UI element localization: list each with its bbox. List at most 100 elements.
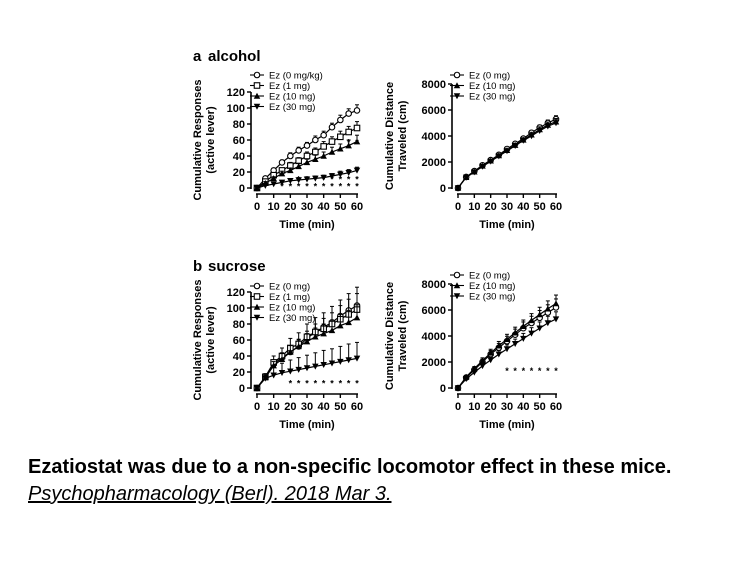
significance-mark: * bbox=[530, 366, 534, 376]
data-point bbox=[345, 319, 352, 326]
data-point bbox=[337, 171, 344, 178]
y-tick-label: 2000 bbox=[422, 157, 446, 169]
series-0 bbox=[253, 104, 361, 192]
data-point bbox=[337, 133, 344, 141]
y-tick-label: 100 bbox=[227, 103, 245, 115]
series-line bbox=[457, 122, 557, 189]
x-tick-label: 10 bbox=[268, 201, 280, 213]
legend-entry: Ez (30 mg) bbox=[250, 102, 315, 113]
panel-title-a: alcohol bbox=[208, 48, 261, 65]
data-point bbox=[328, 123, 336, 131]
legend-marker bbox=[253, 71, 261, 79]
data-point bbox=[337, 116, 344, 124]
data-point bbox=[303, 159, 311, 166]
legend-entry: Ez (10 mg) bbox=[250, 303, 315, 314]
significance-mark: * bbox=[305, 174, 309, 184]
data-point bbox=[295, 147, 302, 154]
significance-mark: * bbox=[355, 378, 359, 388]
y-tick-label: 120 bbox=[227, 87, 245, 99]
data-point bbox=[345, 128, 352, 136]
x-axis-label: Time (min) bbox=[479, 419, 535, 431]
y-axis-label-line1: Cumulative Distance bbox=[384, 82, 396, 190]
data-point bbox=[471, 369, 478, 376]
series-2 bbox=[454, 311, 560, 392]
data-point bbox=[487, 357, 494, 364]
legend-entry: Ez (10 mg) bbox=[450, 81, 515, 92]
data-point bbox=[479, 363, 486, 370]
legend-entry: Ez (0 mg) bbox=[450, 271, 510, 282]
data-point bbox=[270, 181, 277, 188]
data-point bbox=[487, 349, 494, 356]
data-point bbox=[303, 176, 311, 183]
legend-label: Ez (30 mg) bbox=[469, 92, 515, 103]
data-point bbox=[295, 343, 302, 350]
data-point bbox=[278, 179, 286, 186]
y-axis-label-line2: (active lever) bbox=[205, 106, 217, 174]
x-tick-label: 30 bbox=[501, 201, 513, 213]
data-point bbox=[303, 338, 311, 345]
panel-letter-b: b bbox=[193, 258, 202, 275]
significance-mark: * bbox=[339, 378, 343, 388]
legend-label: Ez (0 mg) bbox=[469, 71, 510, 82]
data-point bbox=[287, 178, 294, 185]
data-point bbox=[337, 358, 344, 365]
data-point bbox=[312, 333, 319, 340]
significance-mark: * bbox=[347, 138, 351, 148]
significance-mark: * bbox=[355, 138, 359, 148]
y-tick-label: 60 bbox=[233, 335, 245, 347]
legend-entry: Ez (0 mg/kg) bbox=[250, 71, 323, 82]
significance-mark: * bbox=[297, 182, 301, 192]
data-point bbox=[528, 330, 535, 337]
data-point bbox=[495, 153, 503, 160]
significance-mark: * bbox=[297, 378, 301, 388]
legend-label: Ez (10 mg) bbox=[269, 92, 315, 103]
sucrose-responses-chart: 0 20 40 60 80 100 120 0 10 20 30 40 50 60 Time (min) Cu… bbox=[192, 279, 363, 431]
x-tick-label: 40 bbox=[517, 401, 529, 413]
legend-label: Ez (10 mg) bbox=[469, 281, 515, 292]
x-tick-label: 40 bbox=[517, 201, 529, 213]
data-point bbox=[312, 148, 319, 156]
x-axis-label: Time (min) bbox=[479, 219, 535, 231]
legend-marker bbox=[453, 93, 461, 100]
legend-marker bbox=[453, 82, 461, 89]
y-tick-label: 40 bbox=[233, 151, 245, 163]
significance-mark: * bbox=[305, 378, 309, 388]
data-point bbox=[345, 170, 352, 177]
legend-marker bbox=[453, 293, 461, 300]
y-tick-label: 8000 bbox=[422, 79, 446, 91]
legend-label: Ez (30 mg) bbox=[269, 313, 315, 324]
x-tick-label: 0 bbox=[455, 201, 461, 213]
legend-entry: Ez (0 mg) bbox=[450, 71, 510, 82]
significance-mark: * bbox=[339, 182, 343, 192]
data-point bbox=[487, 158, 494, 165]
significance-mark: * bbox=[305, 182, 309, 192]
significance-mark: * bbox=[297, 174, 301, 184]
caption-source-link[interactable]: Psychopharmacology (Berl). 2018 Mar 3. bbox=[28, 483, 392, 505]
significance-mark: * bbox=[355, 182, 359, 192]
data-point bbox=[320, 143, 327, 150]
y-tick-label: 6000 bbox=[422, 105, 446, 117]
series-line bbox=[457, 318, 557, 389]
legend-label: Ez (10 mg) bbox=[269, 303, 315, 314]
legend-marker bbox=[253, 303, 261, 310]
data-point bbox=[328, 173, 336, 180]
legend-label: Ez (30 mg) bbox=[469, 292, 515, 303]
data-point bbox=[295, 177, 302, 184]
series-3 bbox=[253, 166, 361, 192]
data-point bbox=[353, 314, 361, 321]
x-tick-label: 60 bbox=[351, 201, 363, 213]
legend-marker bbox=[253, 314, 261, 321]
data-point bbox=[454, 185, 462, 192]
y-tick-label: 80 bbox=[233, 319, 245, 331]
data-point bbox=[287, 152, 294, 160]
x-tick-label: 50 bbox=[334, 401, 346, 413]
panel-letter-a: a bbox=[193, 48, 202, 65]
y-tick-label: 60 bbox=[233, 135, 245, 147]
y-tick-label: 80 bbox=[233, 119, 245, 131]
data-point bbox=[462, 376, 470, 383]
legend-marker bbox=[253, 82, 261, 89]
legend-marker bbox=[253, 293, 261, 300]
data-point bbox=[337, 322, 344, 329]
data-point bbox=[353, 355, 361, 362]
